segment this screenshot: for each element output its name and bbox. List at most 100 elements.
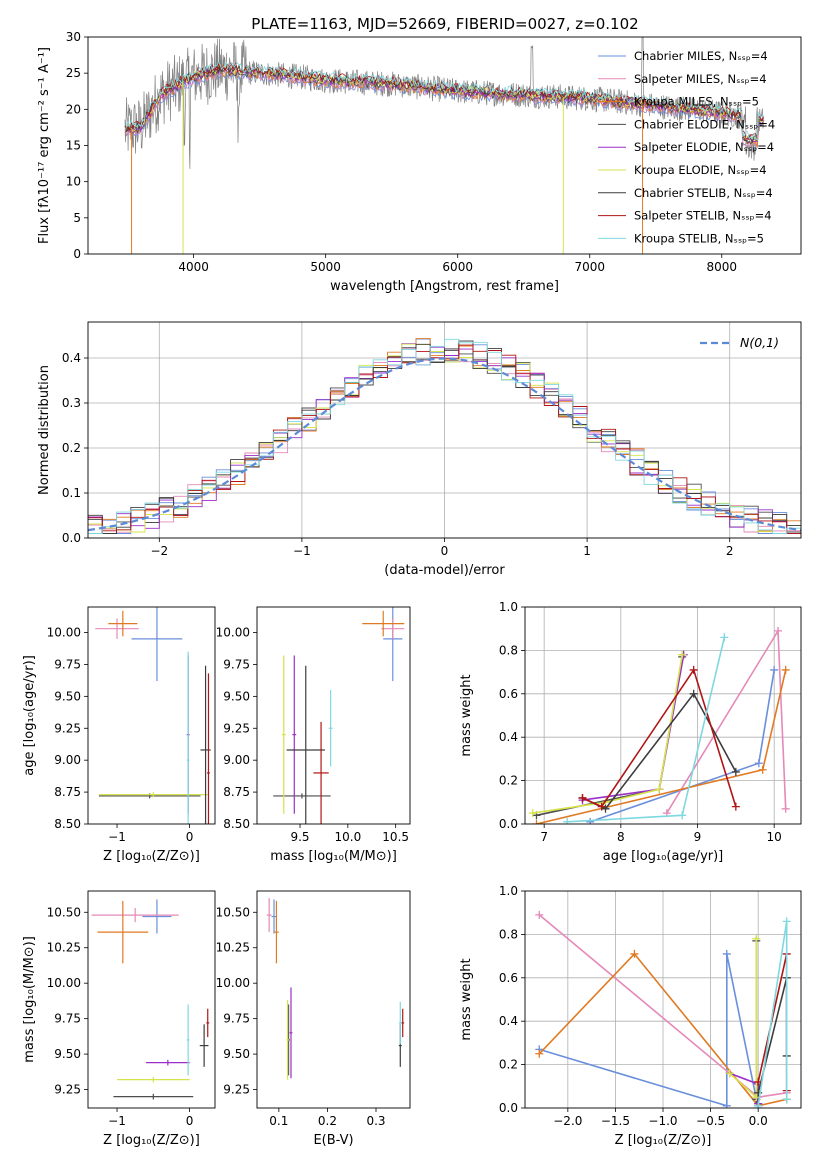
weight-series-line <box>567 637 726 823</box>
weight-point-marker <box>781 804 790 813</box>
weight-point-marker <box>782 917 791 926</box>
residuals-frame <box>87 321 802 539</box>
weight_vs_age-ylabel: mass weight <box>459 674 474 756</box>
age_vs_mass-frame <box>256 606 411 825</box>
residual-histogram <box>88 338 801 534</box>
weight-point-marker <box>731 802 740 811</box>
weight_vs_age-frame <box>524 606 802 825</box>
weight_vs_age-plot-area <box>525 607 801 824</box>
spectrum-panel: 4000 5000 6000 7000 8000 0 5 10 15 20 25 30 waveleng… <box>37 30 802 294</box>
y-tick-label: 0.0 <box>499 1101 518 1115</box>
y-tick-label: 25 <box>66 66 81 80</box>
weight-point-marker <box>689 665 698 674</box>
weight-point-marker <box>754 759 763 768</box>
x-tick-label: 10 <box>767 830 782 844</box>
x-tick-label: 8000 <box>707 260 738 274</box>
residuals-ylabel: Normed distribution <box>37 365 52 495</box>
y-tick-label: 0.3 <box>62 396 81 410</box>
legend-label: Kroupa STELIB, Nₛₛₚ=5 <box>634 231 764 245</box>
mass_vs_EBV-xlabel: E(B-V) <box>313 1133 353 1148</box>
x-tick-label: 0 <box>441 544 449 558</box>
x-tick-label: 2 <box>726 544 734 558</box>
y-tick-label: 8.50 <box>54 817 81 831</box>
y-tick-label: 9.50 <box>223 1047 250 1061</box>
x-tick-label: 10.0 <box>334 830 361 844</box>
y-tick-label: 8.50 <box>223 817 250 831</box>
legend-label: Chabrier STELIB, Nₛₛₚ=4 <box>634 186 773 200</box>
age_vs_Z-plot-area <box>95 607 211 824</box>
x-tick-label: 7 <box>540 830 548 844</box>
model-spectrum-line <box>124 68 764 148</box>
y-tick-label: 0.4 <box>499 730 518 744</box>
y-tick-label: 9.25 <box>223 1083 250 1097</box>
y-tick-label: 9.50 <box>54 689 81 703</box>
x-tick-label: 10.5 <box>382 830 409 844</box>
x-tick-label: 0.1 <box>269 1114 288 1128</box>
y-tick-label: 9.75 <box>54 1012 81 1026</box>
y-tick-label: 20 <box>66 102 81 116</box>
y-tick-label: 10.25 <box>216 941 250 955</box>
weight-point-marker <box>678 811 687 820</box>
y-tick-label: 9.75 <box>54 657 81 671</box>
y-tick-label: 9.25 <box>223 721 250 735</box>
mass_vs_Z-panel: −1 0 9.25 9.50 9.75 10.00 10.25 10.50 Z [log₁₀(Z… <box>22 890 216 1148</box>
residuals-plot-area <box>88 322 801 538</box>
weight-point-marker <box>781 665 790 674</box>
model-spectrum-line <box>124 71 764 150</box>
y-tick-label: 10.00 <box>47 976 81 990</box>
x-tick-label: −1 <box>108 830 126 844</box>
legend-label: Kroupa MILES, Nₛₛₚ=5 <box>634 95 759 109</box>
weight-point-marker <box>782 1095 791 1104</box>
age_vs_mass-xlabel: mass [log₁₀(M/M⊙)] <box>270 849 397 864</box>
x-tick-label: −2.0 <box>553 1114 582 1128</box>
y-tick-label: 9.25 <box>54 1083 81 1097</box>
weight-point-marker <box>774 626 782 635</box>
gaussian-legend-label: N(0,1) <box>740 335 779 350</box>
age_vs_Z-panel: −1 0 8.50 8.75 9.00 9.25 9.50 9.75 10.00 Z [log₁₀… <box>22 606 216 864</box>
weight_vs_Z-ylabel: mass weight <box>459 958 474 1040</box>
weight-point-marker <box>532 820 541 824</box>
x-tick-label: 6000 <box>442 260 473 274</box>
y-tick-label: 30 <box>66 30 81 44</box>
spectrum-xlabel: wavelength [Angstrom, rest frame] <box>330 279 559 294</box>
x-tick-label: −1 <box>108 1114 126 1128</box>
y-tick-label: 9.00 <box>54 753 81 767</box>
weight-series-line <box>757 953 788 1091</box>
weight-point-marker <box>758 765 767 774</box>
weight-point-marker <box>630 949 639 958</box>
legend-label: Salpeter STELIB, Nₛₛₚ=4 <box>634 209 772 223</box>
x-tick-label: 8 <box>617 830 625 844</box>
weight-point-marker <box>586 817 595 824</box>
y-tick-label: 10.50 <box>47 905 81 919</box>
y-tick-label: 9.75 <box>223 1012 250 1026</box>
weight_vs_Z-plot-area <box>525 891 801 1108</box>
weight_vs_Z-xlabel: Z [log₁₀(Z/Z⊙)] <box>615 1133 712 1148</box>
weight-point-marker <box>731 767 740 776</box>
weight-point-marker <box>689 689 698 698</box>
x-tick-label: −1 <box>293 544 311 558</box>
weight-point-marker <box>535 1049 544 1058</box>
weight-point-marker <box>535 910 544 919</box>
x-tick-label: −0.5 <box>696 1114 725 1128</box>
weight-series-line <box>539 953 759 1108</box>
y-tick-label: 0.1 <box>62 486 81 500</box>
y-tick-label: 9.50 <box>223 689 250 703</box>
x-tick-label: 1 <box>583 544 591 558</box>
weight-point-marker <box>770 665 779 674</box>
weight-point-marker <box>563 817 572 824</box>
x-tick-label: 0.3 <box>366 1114 385 1128</box>
x-tick-label: 7000 <box>574 260 605 274</box>
y-tick-label: 0.0 <box>62 531 81 545</box>
weight-point-marker <box>722 949 731 958</box>
mass_vs_Z-ylabel: mass [log₁₀(M/M⊙)] <box>22 936 37 1063</box>
y-tick-label: 0.2 <box>499 1058 518 1072</box>
weight-series-line <box>666 628 787 814</box>
y-tick-label: 10.25 <box>47 941 81 955</box>
residuals-xlabel: (data-model)/error <box>384 563 505 578</box>
y-tick-label: 1.0 <box>499 884 518 898</box>
age_vs_Z-xlabel: Z [log₁₀(Z/Z⊙)] <box>103 849 200 864</box>
weight-point-marker <box>722 1101 731 1108</box>
figure-title: PLATE=1163, MJD=52669, FIBERID=0027, z=0… <box>251 15 638 33</box>
weight-point-marker <box>752 934 761 943</box>
legend-label: Chabrier ELODIE, Nₛₛₚ=4 <box>634 117 775 131</box>
